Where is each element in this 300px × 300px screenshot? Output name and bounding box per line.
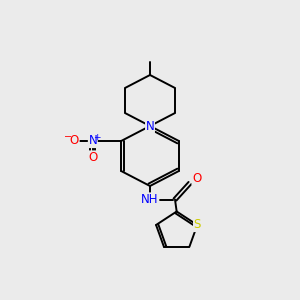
Text: N: N (146, 119, 154, 133)
Text: O: O (70, 134, 79, 148)
Text: O: O (192, 172, 201, 185)
Text: −: − (64, 132, 73, 142)
Text: NH: NH (141, 193, 159, 206)
Text: S: S (194, 218, 201, 232)
Text: O: O (88, 151, 98, 164)
Text: N: N (88, 134, 97, 148)
Text: +: + (93, 133, 100, 142)
